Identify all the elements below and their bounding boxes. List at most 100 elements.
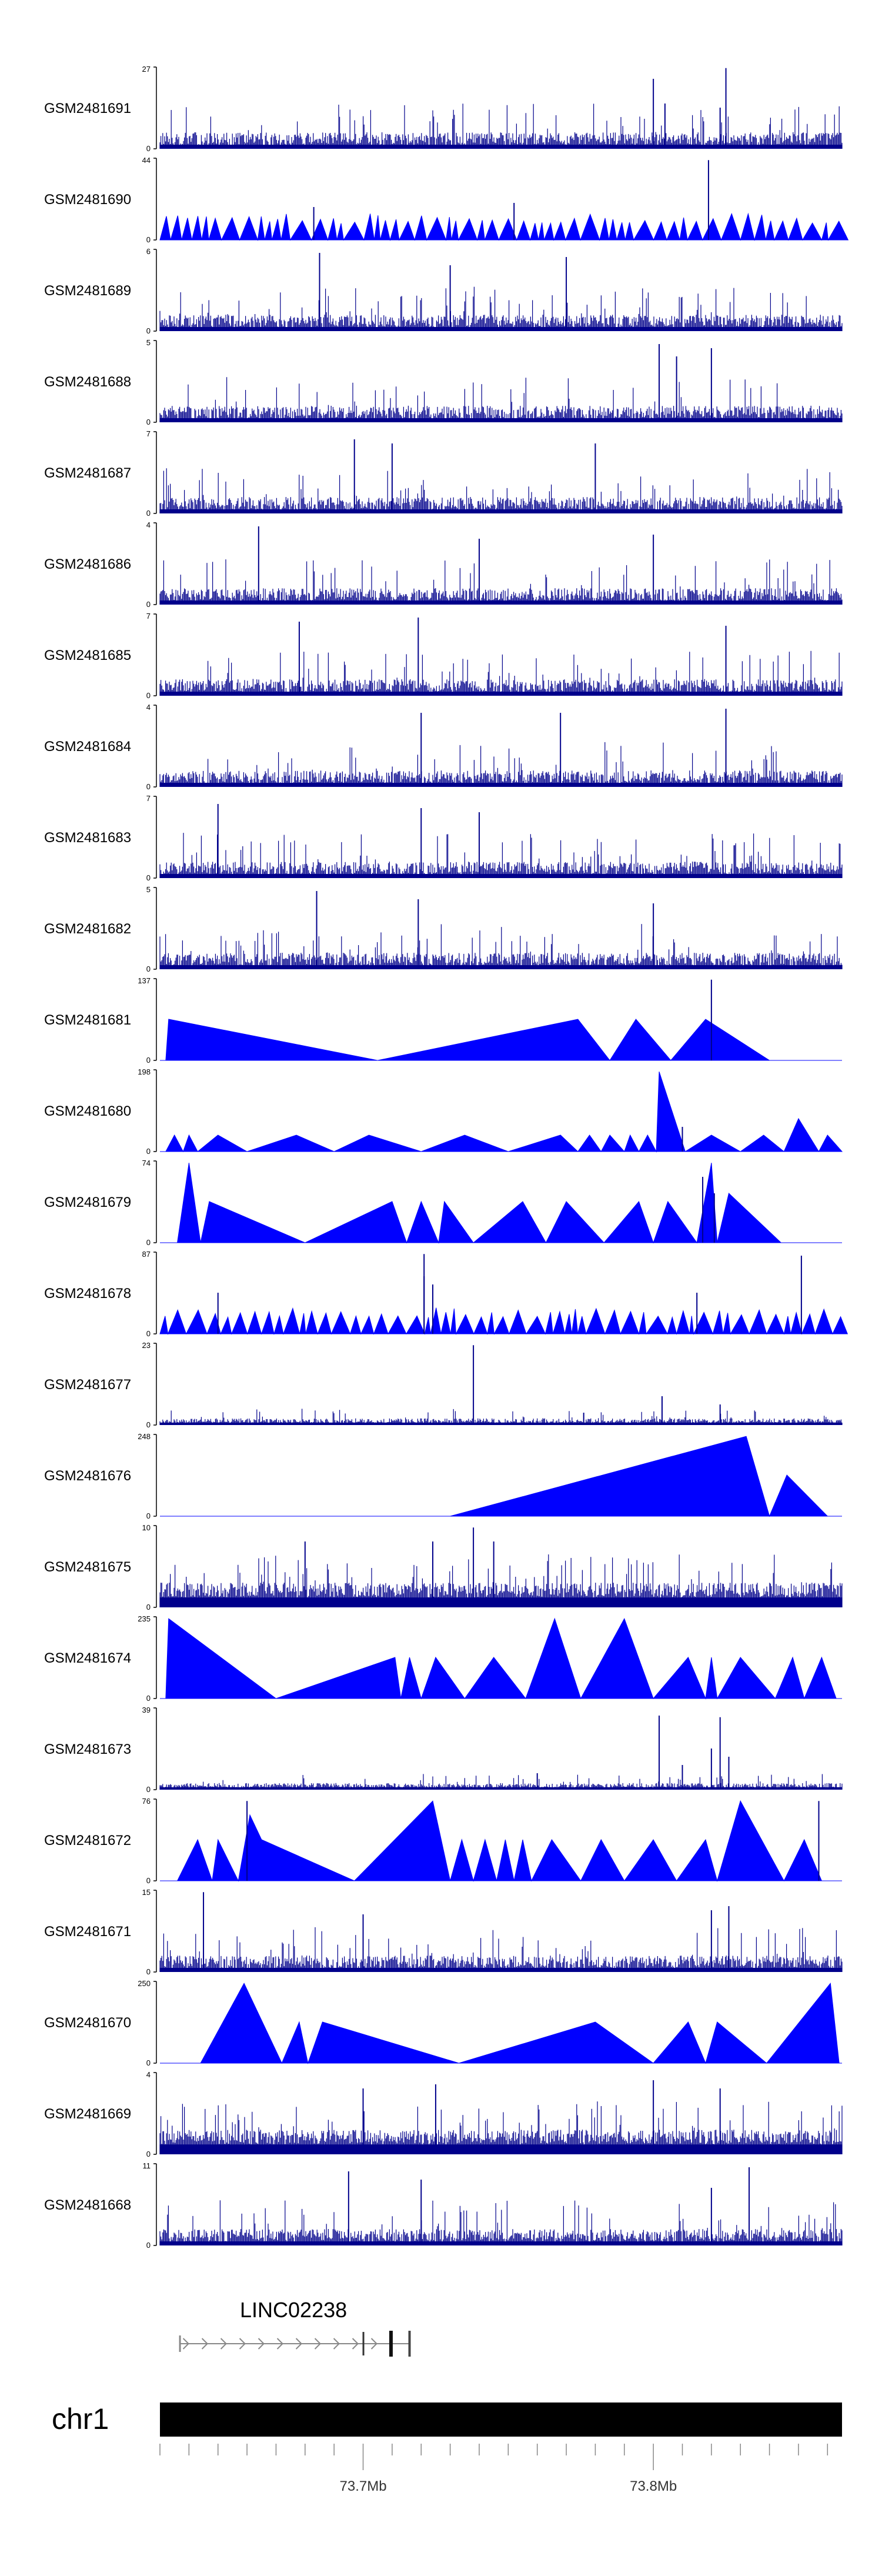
track-label: GSM2481673 [44, 1741, 131, 1757]
y-zero-label: 0 [146, 1238, 151, 1247]
strand-arrow [352, 2338, 359, 2350]
track-GSM2481687: GSM2481687 7 0 [44, 429, 843, 518]
coverage-base [160, 600, 842, 605]
y-zero-label: 0 [146, 1420, 151, 1429]
coverage-bars [159, 650, 843, 696]
strand-arrow [258, 2338, 265, 2350]
track-label: GSM2481684 [44, 739, 131, 755]
y-zero-label: 0 [146, 873, 151, 882]
coverage-base [160, 692, 842, 696]
track-GSM2481680: GSM2481680 198 0 [44, 1067, 843, 1156]
track-label: GSM2481685 [44, 648, 131, 663]
track-label: GSM2481689 [44, 283, 131, 299]
strand-arrow [314, 2338, 321, 2350]
y-zero-label: 0 [146, 782, 151, 791]
y-max-label: 198 [138, 1067, 151, 1076]
coverage-base [160, 418, 842, 422]
coverage-bars [159, 742, 843, 787]
coverage-base [160, 965, 842, 969]
y-zero-label: 0 [146, 1603, 151, 1611]
chromosome-ideogram: chr1 73.7Mb 73.8Mb [52, 2403, 842, 2494]
y-zero-label: 0 [146, 691, 151, 700]
y-max-label: 7 [146, 612, 151, 620]
track-GSM2481690: GSM2481690 44 0 [44, 156, 849, 244]
y-max-label: 74 [142, 1159, 151, 1167]
y-zero-label: 0 [146, 1694, 151, 1703]
coverage-base [160, 509, 842, 513]
y-max-label: 7 [146, 429, 151, 438]
strand-arrow [220, 2338, 227, 2350]
y-zero-label: 0 [146, 1876, 151, 1885]
coverage-base [160, 1787, 842, 1790]
track-GSM2481670: GSM2481670 250 0 [44, 1979, 842, 2067]
gene-annotation: LINC02238 [179, 2298, 411, 2357]
track-GSM2481674: GSM2481674 235 0 [44, 1614, 842, 1703]
track-label: GSM2481669 [44, 2106, 131, 2122]
track-GSM2481688: GSM2481688 5 0 [44, 338, 843, 426]
coverage-bars [159, 1927, 843, 1972]
y-max-label: 4 [146, 703, 151, 712]
coverage-bars [159, 2200, 843, 2245]
y-max-label: 137 [138, 976, 151, 985]
coverage-area [159, 1307, 848, 1335]
track-label: GSM2481668 [44, 2197, 131, 2213]
coverage-bars [159, 286, 843, 331]
track-GSM2481669: GSM2481669 4 0 [44, 2070, 843, 2158]
track-GSM2481681: GSM2481681 137 0 [44, 976, 842, 1065]
track-label: GSM2481671 [44, 1924, 131, 1940]
track-label: GSM2481677 [44, 1377, 131, 1393]
coverage-bars [159, 924, 843, 969]
track-GSM2481672: GSM2481672 76 0 [44, 1797, 842, 1885]
track-label: GSM2481690 [44, 192, 131, 208]
y-max-label: 23 [142, 1341, 151, 1350]
coverage-area [165, 1072, 843, 1153]
y-max-label: 10 [142, 1523, 151, 1532]
y-zero-label: 0 [146, 509, 151, 518]
y-zero-label: 0 [146, 1511, 151, 1520]
track-GSM2481689: GSM2481689 6 0 [44, 247, 843, 335]
chromosome-label: chr1 [52, 2403, 109, 2435]
tracks-layer: GSM2481691270GSM2481690440GSM248168960GS… [44, 65, 849, 2250]
strand-arrow [370, 2338, 377, 2350]
x-axis: 73.7Mb 73.8Mb [159, 2444, 828, 2494]
track-GSM2481684: GSM2481684 4 0 [44, 703, 843, 791]
track-label: GSM2481676 [44, 1468, 131, 1484]
coverage-bars [159, 468, 843, 513]
coverage-bars [159, 833, 843, 878]
exon [389, 2331, 393, 2357]
exon [408, 2331, 411, 2357]
y-max-label: 4 [146, 2070, 151, 2079]
track-label: GSM2481681 [44, 1012, 131, 1028]
strand-arrow [333, 2338, 340, 2350]
track-GSM2481668: GSM2481668 11 0 [44, 2161, 843, 2250]
coverage-bars [159, 559, 843, 605]
track-label: GSM2481675 [44, 1559, 131, 1575]
y-max-label: 15 [142, 1888, 151, 1897]
y-zero-label: 0 [146, 144, 151, 153]
tick-label: 73.7Mb [340, 2478, 387, 2494]
track-GSM2481678: GSM2481678 87 0 [44, 1250, 848, 1338]
y-zero-label: 0 [146, 2150, 151, 2158]
y-max-label: 6 [146, 247, 151, 256]
y-zero-label: 0 [146, 1967, 151, 1976]
track-label: GSM2481691 [44, 101, 131, 116]
y-max-label: 5 [146, 338, 151, 347]
coverage-base [160, 2144, 842, 2154]
coverage-base [160, 327, 842, 331]
track-label: GSM2481678 [44, 1286, 131, 1302]
coverage-area [165, 1617, 837, 1700]
strand-arrow [201, 2338, 208, 2350]
strand-arrow [276, 2338, 283, 2350]
y-max-label: 44 [142, 156, 151, 165]
y-zero-label: 0 [146, 418, 151, 426]
y-max-label: 4 [146, 520, 151, 529]
track-GSM2481685: GSM2481685 7 0 [44, 612, 843, 700]
coverage-area [177, 1163, 782, 1244]
coverage-area [200, 1982, 840, 2064]
track-label: GSM2481682 [44, 921, 131, 937]
y-zero-label: 0 [146, 326, 151, 335]
coverage-base [160, 2241, 842, 2245]
track-label: GSM2481688 [44, 374, 131, 390]
y-max-label: 39 [142, 1706, 151, 1714]
coverage-base [160, 1422, 842, 1425]
